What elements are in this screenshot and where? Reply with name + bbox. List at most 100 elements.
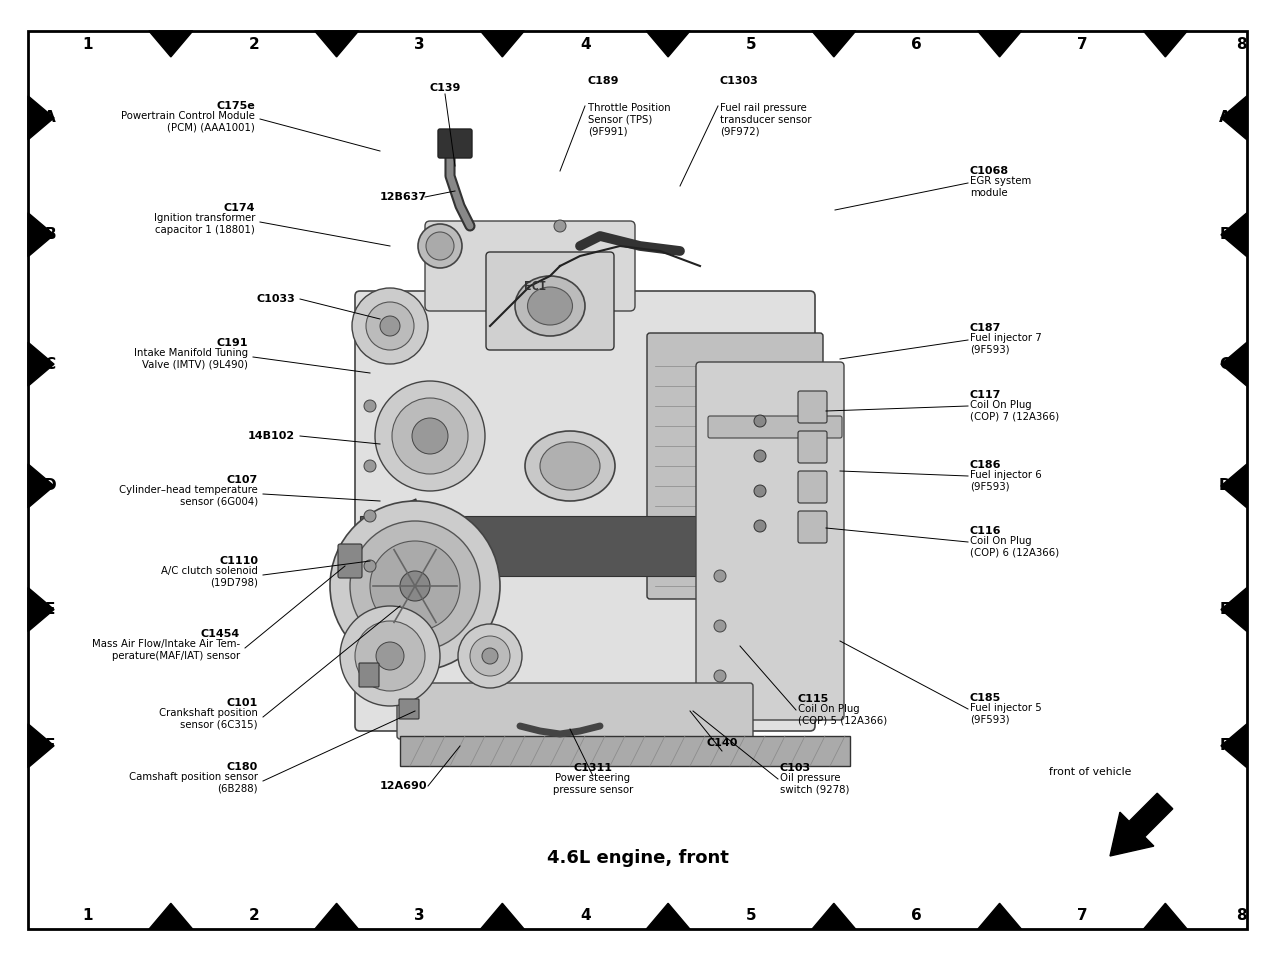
Text: C1454: C1454	[200, 629, 240, 639]
Text: 6: 6	[912, 38, 922, 52]
Text: 1: 1	[83, 908, 93, 923]
Polygon shape	[1144, 31, 1187, 57]
Polygon shape	[1144, 903, 1187, 929]
Circle shape	[352, 288, 428, 364]
Circle shape	[376, 642, 404, 670]
Text: C180: C180	[227, 762, 258, 772]
FancyBboxPatch shape	[646, 333, 822, 599]
Circle shape	[375, 381, 484, 491]
Circle shape	[714, 570, 725, 582]
Polygon shape	[1221, 342, 1247, 386]
Text: 5: 5	[746, 908, 756, 923]
Text: Ignition transformer
capacitor 1 (18801): Ignition transformer capacitor 1 (18801)	[153, 213, 255, 235]
Polygon shape	[28, 724, 54, 768]
Text: Coil On Plug
(COP) 5 (12A366): Coil On Plug (COP) 5 (12A366)	[798, 704, 887, 725]
Text: E: E	[45, 602, 55, 617]
Text: 14B102: 14B102	[247, 431, 295, 441]
FancyBboxPatch shape	[798, 431, 827, 463]
Circle shape	[363, 510, 376, 522]
Text: C187: C187	[970, 323, 1001, 333]
FancyBboxPatch shape	[360, 663, 379, 687]
Text: C185: C185	[970, 693, 1001, 703]
FancyBboxPatch shape	[439, 129, 472, 158]
Circle shape	[426, 232, 454, 260]
Text: C1068: C1068	[970, 166, 1009, 176]
FancyBboxPatch shape	[696, 362, 844, 720]
Text: Fuel injector 6
(9F593): Fuel injector 6 (9F593)	[970, 470, 1042, 492]
Circle shape	[754, 450, 766, 462]
FancyBboxPatch shape	[354, 291, 815, 731]
Text: 4: 4	[580, 38, 590, 52]
Text: 2: 2	[249, 38, 259, 52]
Text: Coil On Plug
(COP) 7 (12A366): Coil On Plug (COP) 7 (12A366)	[970, 400, 1060, 421]
Ellipse shape	[541, 442, 601, 490]
Circle shape	[330, 501, 500, 671]
Text: A: A	[45, 110, 56, 126]
Circle shape	[754, 415, 766, 427]
Text: C175e: C175e	[217, 101, 255, 111]
Circle shape	[340, 606, 440, 706]
Circle shape	[363, 400, 376, 412]
Text: F: F	[1220, 738, 1230, 753]
Text: front of vehicle: front of vehicle	[1049, 767, 1131, 777]
Circle shape	[470, 636, 510, 676]
Text: 12B637: 12B637	[380, 192, 427, 202]
Text: 3: 3	[414, 38, 425, 52]
Text: B: B	[1219, 227, 1230, 242]
Circle shape	[363, 560, 376, 572]
Text: C1311: C1311	[574, 763, 612, 773]
Text: ECI: ECI	[524, 279, 546, 293]
Text: Coil On Plug
(COP) 6 (12A366): Coil On Plug (COP) 6 (12A366)	[970, 536, 1060, 557]
Text: C1303: C1303	[720, 76, 759, 86]
Text: C103: C103	[780, 763, 811, 773]
Circle shape	[714, 670, 725, 682]
Text: 8: 8	[1237, 38, 1247, 52]
Text: C140: C140	[706, 738, 738, 748]
FancyBboxPatch shape	[399, 699, 419, 719]
Text: Camshaft position sensor
(6B288): Camshaft position sensor (6B288)	[129, 772, 258, 794]
Circle shape	[482, 648, 499, 664]
Text: B: B	[45, 227, 56, 242]
Text: C107: C107	[227, 475, 258, 485]
Text: C1110: C1110	[219, 556, 258, 566]
Text: Powertrain Control Module
(PCM) (AAA1001): Powertrain Control Module (PCM) (AAA1001…	[121, 111, 255, 132]
Text: 8: 8	[1237, 908, 1247, 923]
Text: 7: 7	[1077, 908, 1088, 923]
FancyBboxPatch shape	[425, 221, 635, 311]
FancyBboxPatch shape	[397, 683, 754, 739]
Text: C: C	[45, 356, 56, 372]
Polygon shape	[812, 903, 856, 929]
Text: Cylinder–head temperature
sensor (6G004): Cylinder–head temperature sensor (6G004)	[120, 485, 258, 506]
Text: A: A	[1219, 110, 1230, 126]
Circle shape	[458, 624, 521, 688]
Polygon shape	[28, 342, 54, 386]
Text: Fuel rail pressure
transducer sensor
(9F972): Fuel rail pressure transducer sensor (9F…	[720, 103, 811, 136]
Text: 7: 7	[1077, 38, 1088, 52]
Text: 5: 5	[746, 38, 756, 52]
FancyBboxPatch shape	[798, 391, 827, 423]
Text: Throttle Position
Sensor (TPS)
(9F991): Throttle Position Sensor (TPS) (9F991)	[588, 103, 671, 136]
Ellipse shape	[525, 431, 615, 501]
Text: Fuel injector 7
(9F593): Fuel injector 7 (9F593)	[970, 333, 1042, 355]
Polygon shape	[481, 31, 524, 57]
Circle shape	[418, 224, 462, 268]
Polygon shape	[28, 213, 54, 257]
Circle shape	[754, 520, 766, 532]
Text: Crankshaft position
sensor (6C315): Crankshaft position sensor (6C315)	[159, 708, 258, 729]
Text: 3: 3	[414, 908, 425, 923]
Text: F: F	[45, 738, 55, 753]
Polygon shape	[28, 96, 54, 140]
Text: C101: C101	[227, 698, 258, 708]
Circle shape	[370, 541, 460, 631]
Text: EGR system
module: EGR system module	[970, 176, 1031, 198]
FancyBboxPatch shape	[360, 516, 820, 576]
Polygon shape	[812, 31, 856, 57]
FancyArrow shape	[1111, 793, 1173, 856]
Text: Oil pressure
switch (9278): Oil pressure switch (9278)	[780, 773, 849, 795]
FancyBboxPatch shape	[486, 252, 615, 350]
Text: C1033: C1033	[256, 294, 295, 304]
Text: 12A690: 12A690	[380, 781, 427, 791]
Text: C117: C117	[970, 390, 1001, 400]
Polygon shape	[1221, 587, 1247, 632]
Text: 4: 4	[580, 908, 590, 923]
